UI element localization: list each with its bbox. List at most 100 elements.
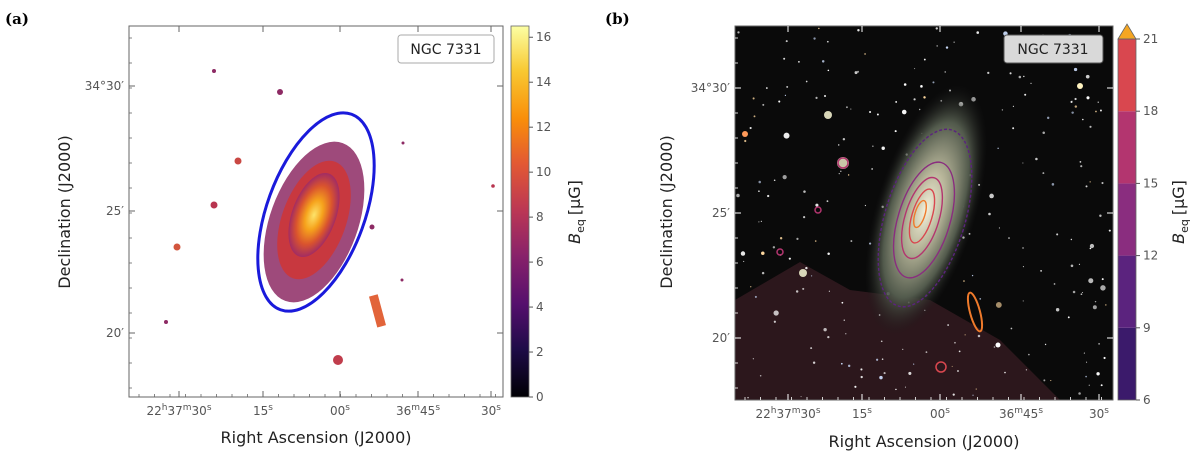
star [951, 365, 953, 367]
star [864, 204, 867, 207]
star [827, 69, 830, 72]
colorbar-tick-label: 4 [536, 300, 544, 314]
star [1096, 372, 1100, 376]
star [773, 179, 776, 182]
star [803, 190, 806, 193]
colorbar-tick-label: 18 [1143, 104, 1158, 118]
galaxy-aperture-ellipse [256, 111, 376, 313]
star [850, 108, 852, 110]
star [880, 340, 883, 343]
star [786, 85, 789, 88]
star [823, 94, 827, 98]
y-tick-label: 25′ [106, 204, 124, 218]
star [798, 60, 800, 63]
star [758, 180, 761, 184]
emission-source [164, 320, 168, 324]
star [744, 139, 747, 143]
emission-source [212, 69, 216, 73]
star [838, 144, 840, 146]
star [1018, 75, 1022, 79]
bright-star [1077, 83, 1083, 89]
star [977, 334, 981, 338]
star [1101, 181, 1104, 185]
colorbar-tick-label: 8 [536, 210, 544, 224]
star [828, 290, 830, 292]
star [998, 227, 1001, 229]
star [1100, 285, 1106, 291]
star [883, 371, 886, 375]
star [813, 37, 816, 40]
x-tick-label: 36m45s [999, 406, 1043, 421]
star [1055, 308, 1060, 312]
star [958, 350, 961, 353]
panel-a-ticks: 22h37m30s 15s 00s 36m45s 30s 34°30′ 25′ 20′ [85, 26, 503, 418]
star [805, 80, 808, 83]
star [826, 200, 829, 203]
x-tick-label: 00s [930, 406, 950, 421]
star [750, 286, 752, 288]
emission-source [369, 224, 375, 230]
star [913, 363, 915, 365]
star [945, 46, 949, 49]
star [914, 68, 916, 70]
star [957, 370, 959, 372]
star [1012, 105, 1014, 107]
emission-source [173, 243, 181, 251]
emission-source [491, 184, 495, 188]
star [1105, 304, 1107, 306]
contour-source [935, 361, 947, 373]
bright-star [799, 269, 807, 277]
star [810, 347, 813, 350]
star [1074, 105, 1078, 108]
star [879, 375, 883, 380]
star [864, 53, 866, 55]
star [963, 280, 965, 283]
star [1098, 343, 1100, 345]
x-tick-label: 36m45s [396, 403, 440, 418]
star [815, 203, 819, 207]
colorbar-tick-label: 21 [1143, 32, 1158, 46]
star [932, 81, 935, 84]
panel-b-ylabel: Declination (J2000) [657, 135, 676, 288]
star [1070, 100, 1073, 103]
star [841, 301, 844, 304]
star [1089, 181, 1091, 183]
emission-core [288, 172, 340, 258]
star [1089, 243, 1095, 249]
x-tick-label: 00s [330, 403, 350, 418]
star [860, 368, 863, 371]
star [760, 220, 763, 223]
star [782, 175, 787, 180]
panel-b-xlabel: Right Ascension (J2000) [829, 432, 1020, 451]
star [754, 295, 757, 298]
colorbar-band [1118, 39, 1136, 112]
contour [900, 176, 944, 260]
star [923, 58, 926, 61]
star [944, 71, 946, 73]
star [976, 31, 980, 34]
y-tick-label: 34°30′ [85, 79, 125, 93]
star [1056, 233, 1059, 236]
x-tick-label: 30s [481, 403, 501, 418]
colorbar-extend-arrow [1117, 23, 1137, 40]
object-label-a: NGC 7331 [410, 42, 481, 58]
panel-a-colorbar: 0 2 4 6 8 10 12 14 16 [510, 25, 551, 404]
colorbar-tick-label: 16 [536, 30, 551, 44]
star [842, 138, 846, 141]
star [1078, 263, 1081, 265]
star [810, 275, 813, 277]
star [821, 60, 825, 63]
colorbar-tick-label: 10 [536, 165, 551, 179]
star [779, 237, 783, 240]
star [815, 96, 818, 99]
star [913, 98, 916, 101]
panel-b-ticks: 22h37m30s 15s 00s 36m45s 30s 34°30′ 25′ 20′ [691, 26, 1113, 421]
star [989, 193, 994, 199]
star [773, 320, 776, 323]
star [1073, 67, 1078, 72]
star [1099, 109, 1102, 112]
colorbar-a-title: Beq[μG] [565, 180, 587, 244]
star [783, 57, 786, 60]
star [1004, 371, 1006, 374]
star [753, 115, 756, 118]
